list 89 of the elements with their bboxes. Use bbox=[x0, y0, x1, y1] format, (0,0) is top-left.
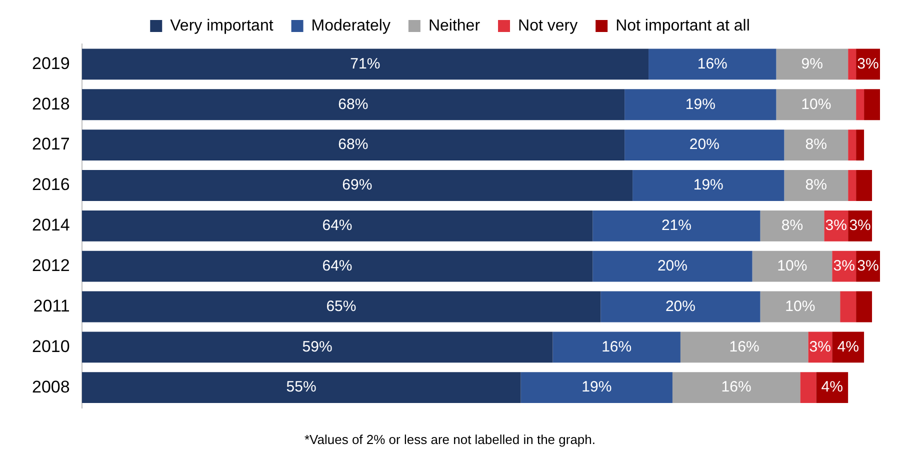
bar bbox=[800, 372, 816, 404]
data-label: 71% bbox=[350, 55, 380, 72]
legend-label: Very important bbox=[170, 17, 274, 34]
bar bbox=[82, 89, 625, 120]
data-label: 65% bbox=[326, 298, 356, 315]
data-label: 16% bbox=[602, 338, 632, 356]
data-label: 68% bbox=[338, 96, 368, 113]
bar bbox=[856, 291, 872, 322]
bar bbox=[840, 291, 856, 322]
data-label: 69% bbox=[342, 176, 372, 194]
data-label: 10% bbox=[801, 96, 832, 113]
data-label: 9% bbox=[801, 55, 823, 72]
legend-label: Not very bbox=[518, 17, 578, 34]
bar bbox=[624, 130, 784, 161]
bar bbox=[82, 170, 633, 201]
bar bbox=[752, 250, 832, 282]
data-label: 20% bbox=[665, 298, 696, 315]
bar bbox=[82, 250, 593, 282]
bar bbox=[856, 89, 864, 120]
bar bbox=[856, 170, 872, 201]
y-tick-label: 2010 bbox=[32, 336, 70, 356]
data-label: 21% bbox=[661, 217, 692, 234]
y-tick-label: 2014 bbox=[32, 216, 70, 235]
data-label: 19% bbox=[582, 378, 612, 396]
bar bbox=[82, 210, 593, 242]
bar bbox=[592, 210, 760, 242]
data-label: 3% bbox=[857, 257, 879, 274]
data-label: 59% bbox=[302, 338, 332, 356]
data-label: 10% bbox=[785, 298, 816, 315]
bar bbox=[520, 372, 672, 404]
data-label: 4% bbox=[837, 338, 859, 356]
data-label: 3% bbox=[833, 257, 855, 274]
data-label: 4% bbox=[821, 378, 843, 396]
bar bbox=[680, 332, 808, 363]
bar bbox=[776, 89, 856, 120]
bar bbox=[848, 48, 856, 80]
data-label: 64% bbox=[322, 257, 352, 274]
data-label: 3% bbox=[849, 217, 871, 234]
bar bbox=[672, 372, 800, 404]
data-label: 55% bbox=[286, 378, 316, 396]
bar bbox=[784, 130, 848, 161]
y-tick-label: 2018 bbox=[32, 94, 70, 114]
bar bbox=[82, 332, 553, 363]
text: *Values of 2% or less are not labelled in the graph. bbox=[304, 432, 596, 447]
bar bbox=[760, 291, 840, 322]
data-label: 3% bbox=[809, 338, 831, 356]
data-label: 19% bbox=[685, 96, 716, 113]
bar bbox=[848, 170, 856, 201]
data-label: 20% bbox=[689, 136, 720, 154]
y-tick-label: 2011 bbox=[33, 296, 70, 316]
data-label: 19% bbox=[693, 176, 724, 194]
bar bbox=[784, 170, 848, 201]
y-tick-label: 2012 bbox=[32, 256, 70, 276]
bar bbox=[82, 48, 649, 80]
bar bbox=[848, 130, 856, 161]
bar bbox=[82, 372, 521, 404]
data-label: 16% bbox=[697, 55, 728, 72]
data-label: 16% bbox=[721, 378, 752, 396]
data-label: 3% bbox=[825, 217, 847, 234]
data-label: 68% bbox=[338, 136, 368, 154]
bar bbox=[776, 48, 848, 80]
bar bbox=[82, 130, 625, 161]
data-label: 64% bbox=[322, 217, 352, 234]
bar bbox=[592, 250, 752, 282]
bar bbox=[632, 170, 784, 201]
data-label: 16% bbox=[729, 338, 760, 356]
bar bbox=[600, 291, 760, 322]
y-tick-label: 2016 bbox=[32, 175, 70, 194]
bar bbox=[760, 210, 824, 242]
data-label: 8% bbox=[781, 217, 804, 234]
data-label: 20% bbox=[657, 257, 688, 274]
data-label: 3% bbox=[857, 55, 879, 72]
legend-label: Not important at all bbox=[616, 17, 750, 34]
bar bbox=[816, 372, 848, 404]
bar bbox=[832, 332, 864, 363]
bar bbox=[856, 130, 864, 161]
y-tick-label: 2019 bbox=[32, 54, 70, 73]
legend-label: Neither bbox=[428, 17, 481, 34]
y-tick-label: 2017 bbox=[32, 134, 70, 154]
data-label: 8% bbox=[805, 136, 827, 154]
bar bbox=[82, 291, 601, 322]
bar bbox=[552, 332, 680, 363]
bar bbox=[624, 89, 776, 120]
y-tick-label: 2008 bbox=[32, 377, 70, 396]
bar bbox=[864, 89, 880, 120]
data-label: 8% bbox=[805, 176, 827, 194]
bar bbox=[648, 48, 776, 80]
data-label: 10% bbox=[777, 257, 808, 274]
legend-label: Moderately bbox=[311, 17, 390, 34]
